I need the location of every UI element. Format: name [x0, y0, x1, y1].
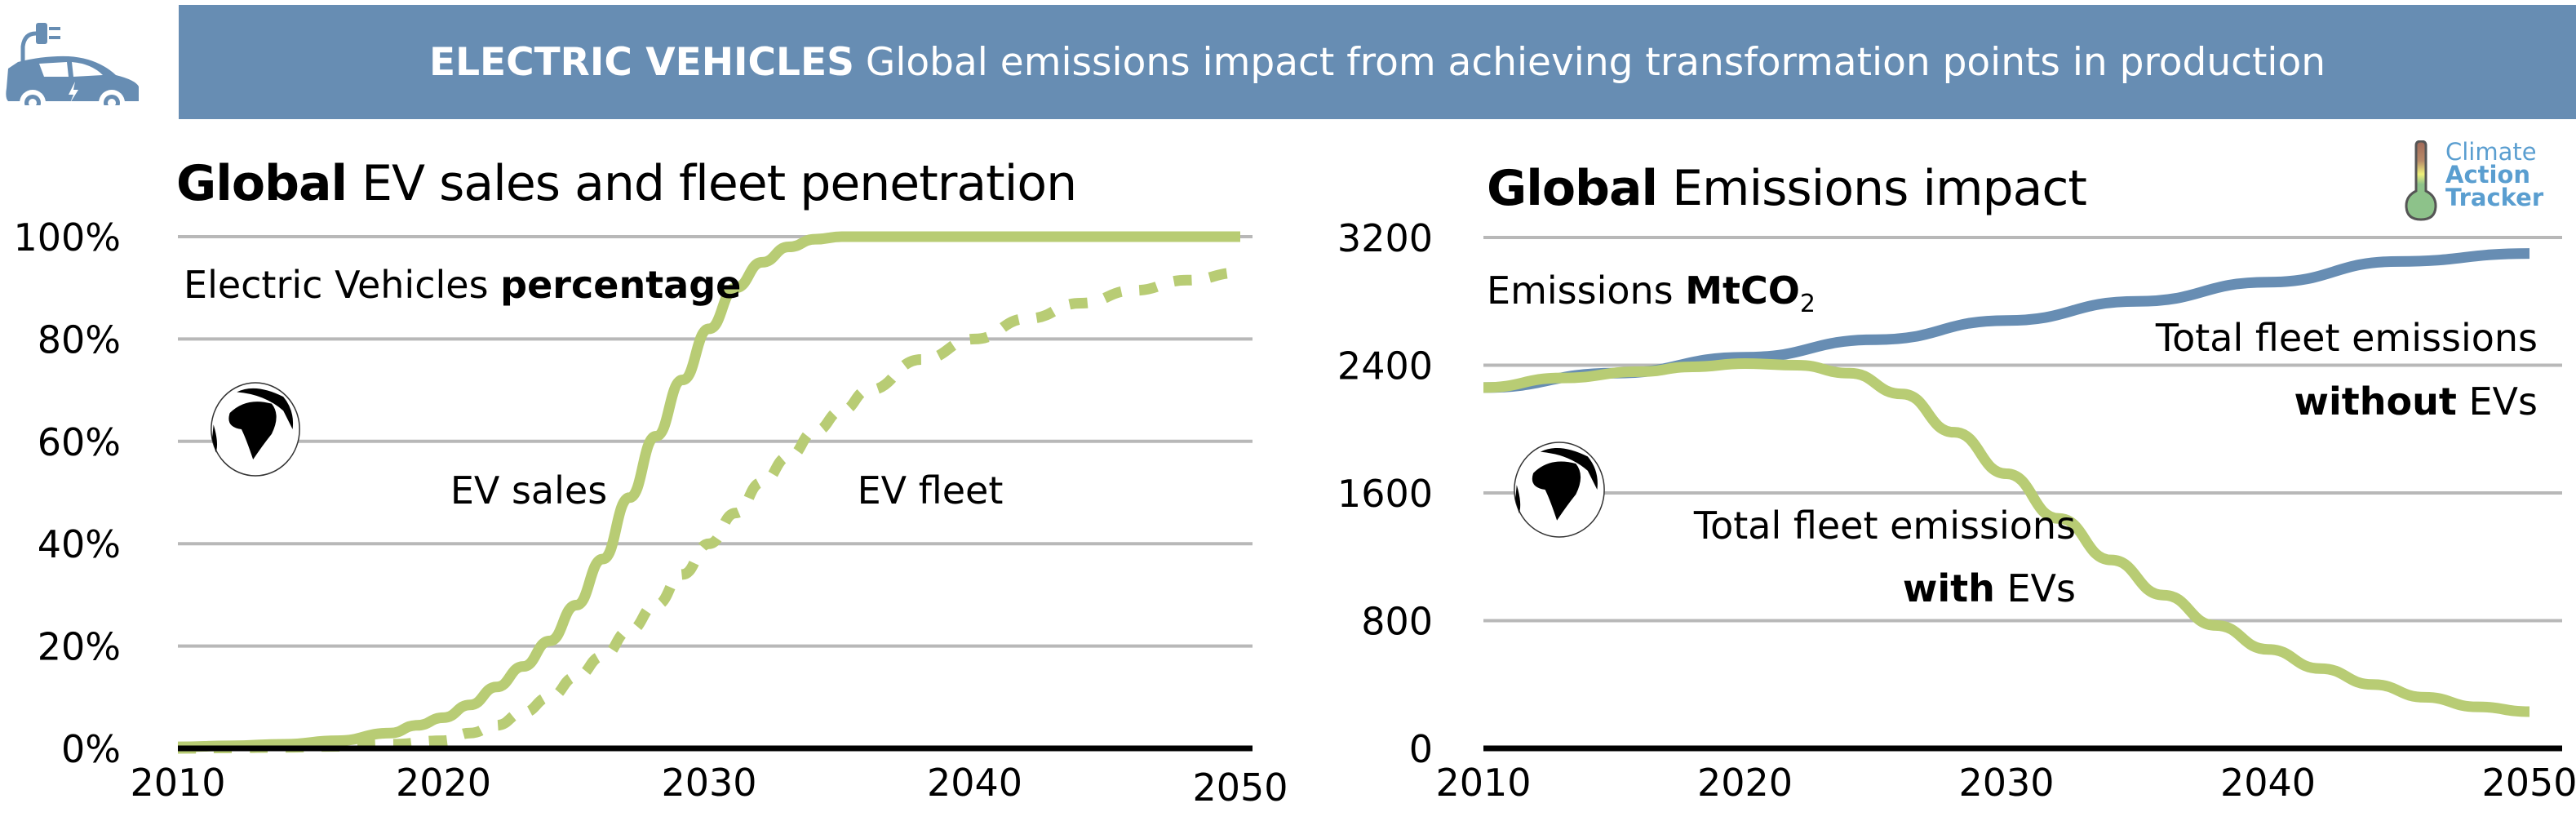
left-chart-title-bold: Global	[176, 155, 348, 212]
x-tick-label: 2020	[1697, 761, 1793, 805]
logo-line1: Climate	[2445, 138, 2537, 166]
logo-line2: Action	[2445, 161, 2531, 189]
y-tick-label: 1600	[1337, 472, 1433, 516]
with-evs-label-line1: Total fleet emissions	[1693, 504, 2076, 548]
header-banner: ELECTRIC VEHICLES Global emissions impac…	[179, 5, 2576, 119]
globe-icon-america	[211, 424, 218, 453]
left-chart-annotation-part: percentage	[500, 263, 741, 307]
x-tick-label: 2030	[661, 761, 756, 805]
electric-car-icon	[6, 23, 140, 105]
without-evs-label-line2-part: EVs	[2457, 379, 2538, 424]
y-tick-label: 100%	[13, 215, 121, 260]
y-tick-label: 3200	[1337, 216, 1433, 260]
x-tick-label: 2010	[130, 761, 225, 805]
header-title-bold: ELECTRIC VEHICLES	[428, 39, 854, 85]
with-evs-label-line2-part: with	[1903, 566, 1995, 610]
right-chart-title: Global Emissions impact	[1487, 160, 2087, 217]
right-chart-annotation-part: MtCO	[1685, 268, 1800, 313]
x-tick-label: 2050	[2481, 761, 2576, 805]
globe-icon	[1514, 442, 1605, 538]
y-tick-label: 20%	[38, 625, 121, 669]
y-tick-label: 800	[1361, 600, 1433, 644]
right-chart-title-bold: Global	[1487, 160, 1658, 217]
ev-sales-label: EV sales	[450, 468, 607, 513]
y-tick-label: 0%	[61, 727, 121, 771]
ev-fleet-label-part: EV fleet	[858, 468, 1004, 513]
with-evs-label-line2-part: EVs	[1995, 566, 2076, 610]
left-chart-annotation: Electric Vehicles percentage	[184, 263, 741, 307]
x-tick-label: 2040	[2220, 761, 2316, 805]
x-tick-label: 2010	[1435, 761, 1531, 805]
right-chart-annotation-part: Emissions	[1487, 268, 1685, 313]
series-line-ev-sales	[177, 231, 1240, 752]
with-evs-label-line2: with EVs	[1903, 566, 2076, 610]
without-evs-label-line1-part: Total fleet emissions	[2155, 316, 2538, 360]
logo-line3: Tracker	[2445, 184, 2544, 211]
globe-icon-eurasia	[1540, 447, 1598, 490]
right-chart: 0 800 1600 2400 3200 2010 2020 2030 2040 2050 Emis…	[1337, 216, 2576, 805]
y-tick-label: 2400	[1337, 344, 1433, 388]
without-evs-label-line1: Total fleet emissions	[2155, 316, 2538, 360]
x-tick-label: 2020	[396, 761, 491, 805]
right-chart-title-rest: Emissions impact	[1672, 160, 2087, 217]
header-title-rest: Global emissions impact from achieving t…	[865, 39, 2326, 85]
globe-icon-eurasia	[237, 388, 294, 429]
left-chart: 0% 20% 40% 60% 80% 100% 2010 2020 2030 2040 2050 El…	[13, 215, 1288, 810]
without-evs-label-line2-part: without	[2294, 379, 2457, 424]
left-chart-annotation-part: Electric Vehicles	[184, 263, 500, 307]
y-tick-label: 0	[1409, 727, 1433, 771]
y-tick-label: 80%	[38, 317, 121, 362]
y-tick-label: 40%	[38, 522, 121, 566]
left-chart-title-rest: EV sales and fleet penetration	[361, 155, 1077, 212]
x-tick-label: 2030	[1958, 761, 2054, 805]
series-line-ev-fleet	[177, 267, 1241, 754]
without-evs-label-line2: without EVs	[2294, 379, 2538, 424]
right-chart-annotation: Emissions MtCO2	[1487, 268, 1816, 318]
globe-icon-america	[1515, 485, 1521, 513]
ev-sales-label-part: EV sales	[450, 468, 607, 513]
globe-icon	[211, 382, 300, 477]
ev-fleet-label: EV fleet	[858, 468, 1004, 513]
series-line-total-fleet-emissions-with-evs	[1483, 358, 2530, 717]
x-tick-label: 2050	[1192, 766, 1288, 810]
left-chart-title: Global EV sales and fleet penetration	[176, 155, 1077, 212]
right-chart-annotation-part: 2	[1800, 290, 1816, 318]
y-tick-label: 60%	[38, 420, 121, 464]
thermometer-icon	[2405, 140, 2437, 221]
globe-icon-africa	[228, 402, 277, 460]
with-evs-label-line1-part: Total fleet emissions	[1693, 504, 2076, 548]
x-tick-label: 2040	[927, 761, 1022, 805]
climate-action-tracker-logo: Climate Action Tracker	[2403, 140, 2576, 222]
globe-icon-africa	[1532, 461, 1581, 521]
logo-text: Climate Action Tracker	[2445, 138, 2544, 211]
